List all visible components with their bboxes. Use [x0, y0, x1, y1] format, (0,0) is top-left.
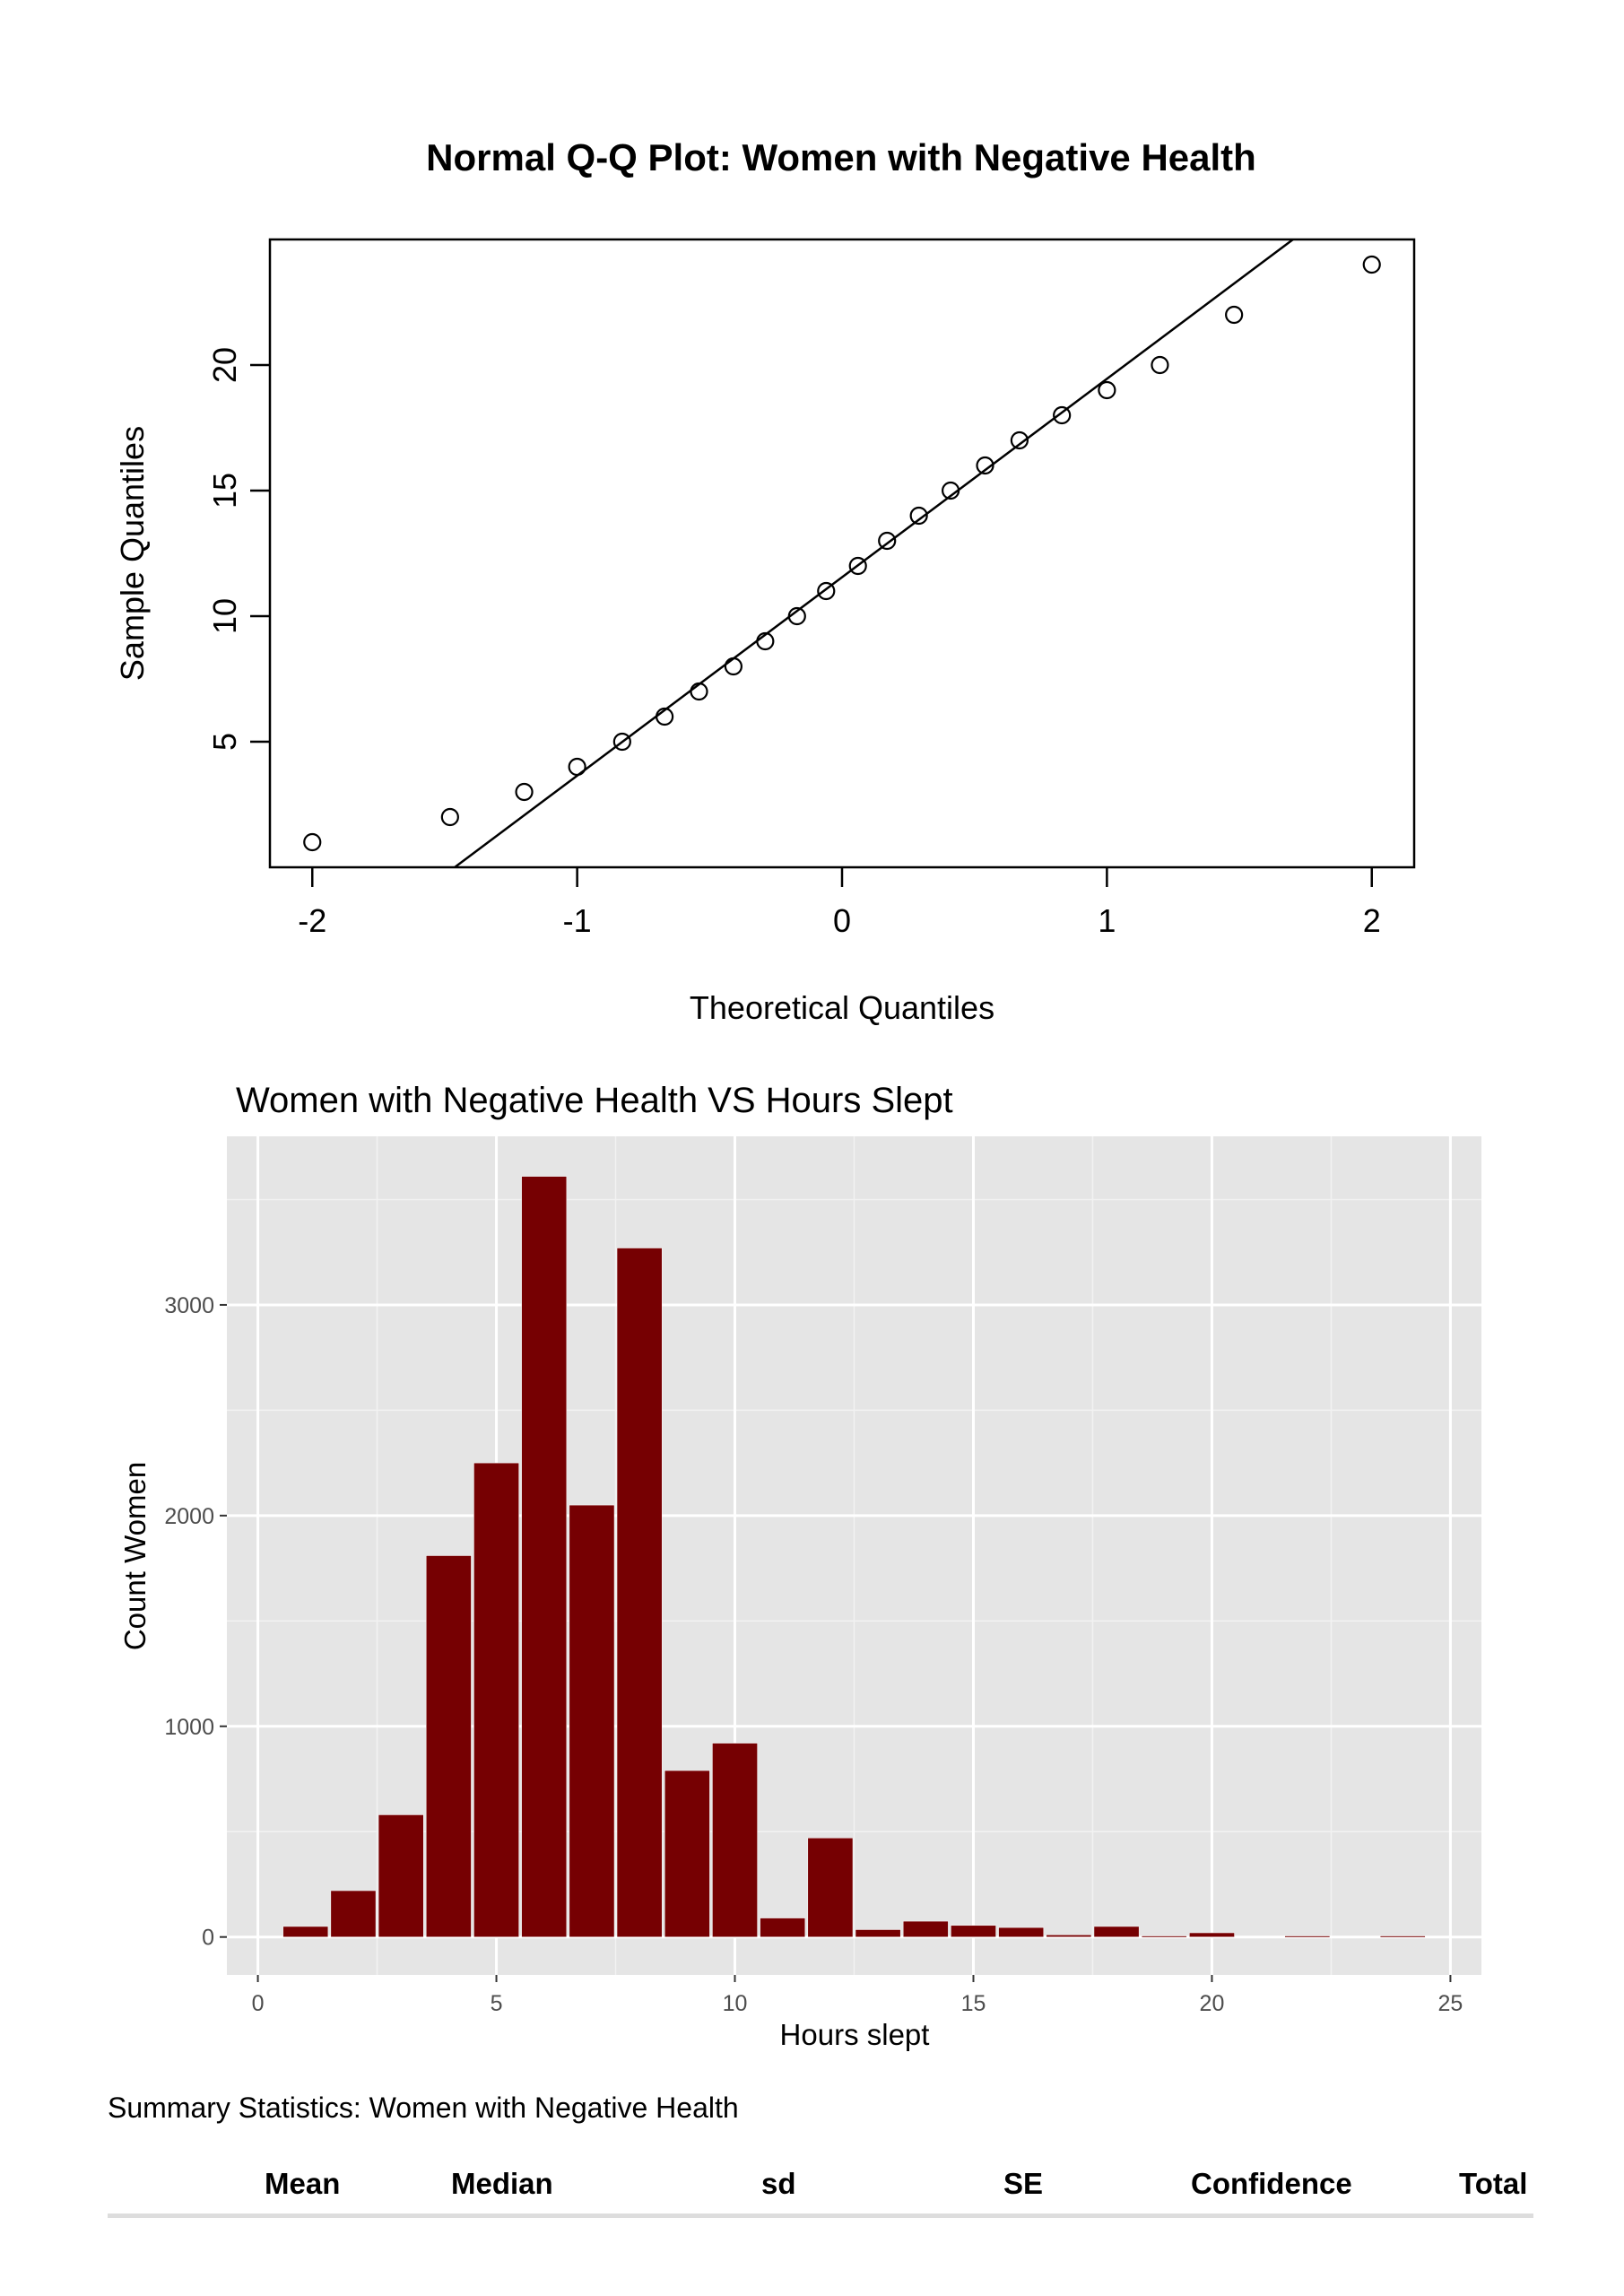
qq-point [817, 581, 836, 601]
qq-plot-title: Normal Q-Q Plot: Women with Negative Hea… [426, 136, 1256, 178]
col-total: Total [1459, 2167, 1528, 2200]
qq-point [787, 606, 806, 626]
histogram-x-tick-label: 5 [491, 1991, 503, 2016]
qq-point [303, 832, 322, 852]
qq-plot: Normal Q-Q Plot: Women with Negative Hea… [114, 136, 1416, 1026]
qq-point [1098, 380, 1116, 400]
qq-y-tick-label: 20 [206, 347, 243, 383]
summary-title: Summary Statistics: Women with Negative … [108, 2092, 739, 2124]
qq-x-tick-label: 1 [1098, 902, 1116, 939]
qq-point [756, 631, 775, 651]
histogram-bar [664, 1770, 710, 1937]
histogram-bar [855, 1929, 901, 1937]
qq-point [848, 556, 867, 576]
histogram-x-axis-label: Hours slept [780, 2018, 930, 2051]
qq-y-tick-label: 15 [206, 473, 243, 509]
histogram-bar [902, 1920, 949, 1937]
qq-y-axis-label: Sample Quantiles [114, 426, 151, 681]
qq-x-tick-label: 2 [1363, 902, 1381, 939]
col-median: Median [451, 2167, 553, 2200]
histogram-bar [1189, 1932, 1235, 1937]
histogram-y-tick-label: 1000 [164, 1715, 214, 1740]
histogram-bar [951, 1925, 996, 1937]
qq-point [1362, 255, 1381, 274]
qq-y-tick-label: 5 [206, 733, 243, 751]
histogram-bar [330, 1890, 377, 1937]
histogram-y-tick-label: 0 [202, 1926, 214, 1951]
histogram-bar [712, 1743, 758, 1937]
histogram-bar [521, 1176, 568, 1937]
histogram-bar [378, 1814, 424, 1937]
qq-point [440, 807, 459, 827]
qq-point [724, 657, 743, 676]
histogram-bar [760, 1918, 806, 1937]
qq-point [909, 506, 928, 526]
qq-point [1010, 430, 1029, 450]
histogram-bar [1093, 1926, 1140, 1937]
qq-point [878, 531, 897, 551]
histogram-bar [569, 1504, 615, 1937]
summary-table-header: Mean Median sd SE Confidence Total [108, 2160, 1533, 2218]
histogram-x-tick-label: 20 [1200, 1991, 1225, 2016]
qq-x-tick-label: 0 [833, 902, 851, 939]
histogram-bar [1284, 1935, 1331, 1938]
col-confidence: Confidence [1191, 2167, 1352, 2200]
col-sd: sd [761, 2167, 796, 2200]
histogram-bar [807, 1838, 854, 1937]
histogram-bar [1379, 1935, 1426, 1938]
histogram-x-tick-label: 15 [961, 1991, 986, 2016]
histogram-bar [1046, 1935, 1092, 1937]
qq-reference-line [454, 238, 1294, 869]
col-mean: Mean [265, 2167, 341, 2200]
histogram-y-tick-label: 3000 [164, 1293, 214, 1318]
qq-point [1225, 305, 1244, 325]
qq-point [1151, 355, 1169, 375]
histogram-bar [1141, 1935, 1187, 1938]
qq-x-axis-label: Theoretical Quantiles [690, 989, 994, 1026]
histogram-bar [473, 1462, 519, 1937]
qq-point [1053, 405, 1072, 425]
col-se: SE [1003, 2167, 1044, 2200]
histogram-y-tick-label: 2000 [164, 1504, 214, 1529]
qq-point [976, 456, 994, 475]
histogram-bar [616, 1248, 663, 1937]
histogram-bar [282, 1926, 329, 1937]
histogram: Women with Negative Health VS Hours Slep… [118, 1081, 1481, 2051]
histogram-y-axis-label: Count Women [118, 1462, 152, 1650]
qq-point [656, 707, 674, 726]
qq-y-tick-label: 10 [206, 598, 243, 634]
histogram-bar [998, 1926, 1045, 1937]
qq-point [568, 757, 586, 777]
qq-point [942, 481, 960, 500]
histogram-title: Women with Negative Health VS Hours Slep… [236, 1081, 953, 1120]
histogram-x-tick-label: 25 [1438, 1991, 1463, 2016]
qq-x-tick-label: -2 [298, 902, 326, 939]
histogram-bar [426, 1555, 472, 1937]
qq-x-tick-label: -1 [563, 902, 592, 939]
qq-point [690, 682, 708, 701]
qq-point [515, 782, 534, 802]
histogram-x-tick-label: 10 [723, 1991, 748, 2016]
summary-section: Summary Statistics: Women with Negative … [108, 2090, 1533, 2218]
histogram-x-tick-label: 0 [252, 1991, 265, 2016]
qq-point [612, 732, 631, 752]
